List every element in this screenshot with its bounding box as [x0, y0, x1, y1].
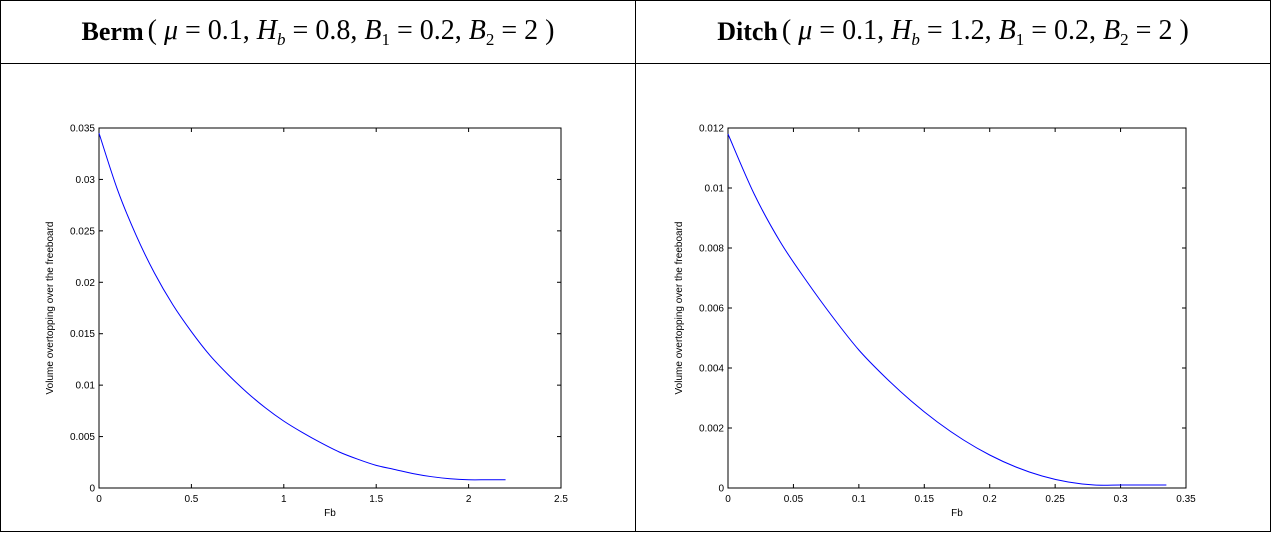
y-tick-label: 0.035: [70, 124, 95, 135]
header-berm-word: Berm: [81, 17, 144, 46]
x-tick-label: 2.5: [554, 494, 568, 505]
x-tick-label: 0.35: [1176, 494, 1196, 505]
x-tick-label: 2: [466, 494, 472, 505]
x-tick-label: 0.5: [184, 494, 198, 505]
y-tick-label: 0.01: [705, 184, 725, 195]
x-tick-label: 0.15: [915, 494, 935, 505]
y-tick-label: 0.006: [699, 304, 724, 315]
x-tick-label: 0: [96, 494, 102, 505]
y-tick-label: 0.008: [699, 244, 724, 255]
x-tick-label: 0.25: [1045, 494, 1065, 505]
x-tick-label: 0.1: [852, 494, 866, 505]
y-tick-label: 0.01: [76, 381, 96, 392]
y-tick-label: 0.005: [70, 432, 95, 443]
header-ditch-params: ( μ = 0.1, Hb = 1.2, B1 = 0.2, B2 = 2 ): [781, 14, 1189, 49]
y-tick-label: 0.03: [76, 175, 96, 186]
y-tick-label: 0.02: [76, 278, 96, 289]
y-tick-label: 0.012: [699, 124, 724, 135]
series-line: [98, 132, 506, 481]
x-axis-label: Fb: [324, 508, 336, 519]
header-ditch: Ditch ( μ = 0.1, Hb = 1.2, B1 = 0.2, B2 …: [636, 1, 1270, 63]
plot-frame: [727, 127, 1187, 489]
header-divider: [1, 63, 1270, 64]
ditch-chart: 0 0.05 0.1 0.15 0.2 0.25 0.3 0.35 0 0.002 0.004 0.0…: [674, 124, 1196, 520]
y-axis-label: Volume overtopping over the freeboard: [45, 222, 56, 395]
y-tick-label: 0: [89, 484, 95, 495]
x-tick-label: 0.2: [983, 494, 997, 505]
y-tick-label: 0.015: [70, 329, 95, 340]
y-tick-label: 0.025: [70, 226, 95, 237]
x-tick-label: 0.05: [784, 494, 804, 505]
column-divider: [635, 1, 636, 531]
header-berm: Berm ( μ = 0.1, Hb = 0.8, B1 = 0.2, B2 =…: [1, 1, 635, 63]
header-berm-params: ( μ = 0.1, Hb = 0.8, B1 = 0.2, B2 = 2 ): [147, 14, 555, 49]
x-tick-label: 0: [725, 494, 731, 505]
x-axis-label: Fb: [951, 508, 963, 519]
series-line: [727, 133, 1167, 486]
x-tick-label: 1: [281, 494, 287, 505]
y-tick-label: 0: [718, 484, 724, 495]
ditch-plot-cell: 0 0.05 0.1 0.15 0.2 0.25 0.3 0.35 0 0.002 0.004 0.0…: [636, 63, 1270, 531]
x-tick-label: 1.5: [369, 494, 383, 505]
berm-chart: 0 0.5 1 1.5 2 2.5 0 0.005 0.01 0.015 0.02 0.025 0.03…: [45, 124, 568, 520]
berm-plot-cell: 0 0.5 1 1.5 2 2.5 0 0.005 0.01 0.015 0.02 0.025 0.03…: [1, 63, 635, 531]
plot-frame: [98, 127, 562, 489]
header-ditch-word: Ditch: [717, 17, 778, 46]
y-tick-label: 0.004: [699, 364, 724, 375]
y-tick-label: 0.002: [699, 424, 724, 435]
x-tick-label: 0.3: [1114, 494, 1128, 505]
y-axis-label: Volume overtopping over the freeboard: [674, 222, 685, 395]
